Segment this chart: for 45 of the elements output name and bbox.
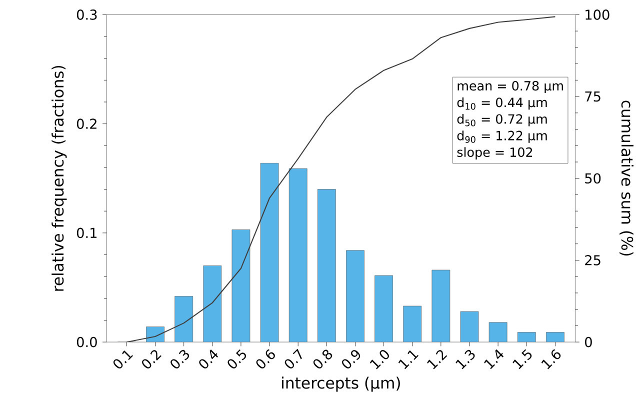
bar — [488, 322, 508, 342]
x-tick-label: 1.0 — [370, 350, 389, 370]
bar — [374, 276, 393, 342]
bar — [460, 312, 479, 342]
bar — [317, 189, 336, 342]
x-tick-label: 0.2 — [142, 350, 162, 369]
bar — [174, 296, 194, 342]
y2-tick-label: 0 — [585, 337, 592, 348]
y2-tick-label: 75 — [585, 92, 600, 102]
bar — [232, 230, 250, 342]
x-tick-label: 0.8 — [313, 350, 332, 369]
annotation: d$_{50}$ = 0.72 µm — [457, 114, 547, 127]
y-tick-label: 0.0 — [76, 337, 97, 348]
annotation: d$_{10}$ = 0.44 µm — [457, 98, 547, 110]
bar — [260, 163, 279, 342]
x-tick-label: 1.6 — [541, 349, 561, 370]
y-tick-label: 0.3 — [76, 10, 97, 20]
x-tick-label: 0.6 — [256, 349, 275, 369]
y2-tick-label: 25 — [585, 255, 600, 266]
x-tick-label: 1.1 — [398, 350, 419, 370]
x-tick-label: 0.7 — [284, 349, 302, 369]
x-tick-label: 0.5 — [228, 350, 246, 369]
y2-axis-title: cumulative sum (%) — [620, 100, 634, 256]
annotation: d$_{90}$ = 1.22 µm — [457, 130, 547, 144]
x-tick-label: 1.4 — [484, 350, 504, 370]
x-tick-label: 0.1 — [113, 350, 133, 369]
x-axis-title: intercepts (µm) — [282, 376, 400, 392]
annotation: mean = 0.78 µm — [458, 81, 563, 94]
x-tick-label: 0.4 — [199, 350, 218, 369]
bar — [203, 266, 222, 342]
bar — [346, 250, 364, 342]
y-tick-label: 0.1 — [76, 228, 97, 238]
x-tick-label: 1.3 — [456, 350, 475, 370]
x-tick-label: 1.5 — [512, 349, 532, 370]
y2-tick-label: 100 — [586, 10, 610, 20]
y-axis-title: relative frequency (fractions) — [52, 66, 67, 291]
x-tick-label: 0.3 — [170, 350, 190, 369]
annotation: slope = 102 — [457, 147, 532, 160]
y2-tick-label: 50 — [585, 173, 601, 184]
bar — [432, 270, 450, 342]
x-tick-label: 1.2 — [427, 350, 448, 370]
bar — [403, 306, 422, 342]
bar — [288, 168, 308, 342]
y-tick-label: 0.2 — [76, 118, 96, 130]
x-tick-label: 0.9 — [342, 350, 360, 369]
